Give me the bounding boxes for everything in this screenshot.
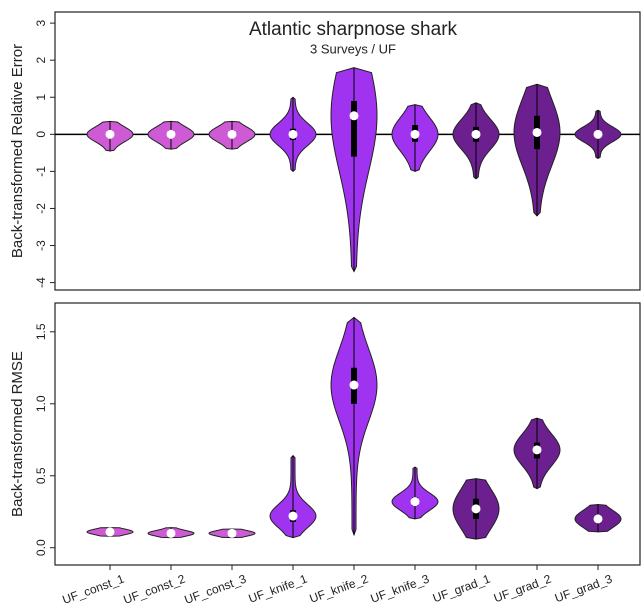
- x-tick-label: UF_grad_3: [553, 572, 615, 606]
- y-tick-label: 0.5: [34, 467, 48, 484]
- x-tick-label: UF_grad_1: [431, 572, 493, 606]
- y-tick-label: -4: [34, 277, 48, 288]
- y-tick-label: 1: [34, 94, 48, 101]
- chart-subtitle: 3 Surveys / UF: [310, 41, 396, 56]
- x-tick-label: UF_const_1: [61, 572, 127, 607]
- median-point: [105, 129, 115, 139]
- y-tick-label: 2: [34, 57, 48, 64]
- median-point: [105, 527, 115, 537]
- y-tick-label: 0: [34, 131, 48, 138]
- median-point: [166, 129, 176, 139]
- x-tick-label: UF_knife_3: [369, 572, 432, 606]
- x-tick-label: UF_knife_1: [247, 572, 310, 606]
- y-tick-label: 3: [34, 19, 48, 26]
- x-tick-label: UF_const_2: [122, 572, 188, 607]
- median-point: [471, 504, 481, 514]
- median-point: [349, 380, 359, 390]
- iqr-box: [351, 100, 357, 157]
- y-tick-label: 1.0: [34, 395, 48, 412]
- y-tick-label: -1: [34, 166, 48, 177]
- median-point: [410, 497, 420, 507]
- y-tick-label: -2: [34, 203, 48, 214]
- x-tick-label: UF_const_3: [183, 572, 249, 607]
- median-point: [410, 129, 420, 139]
- x-tick-label: UF_grad_2: [492, 572, 554, 606]
- x-tick-label: UF_knife_2: [308, 572, 371, 606]
- median-point: [532, 127, 542, 137]
- median-point: [227, 129, 237, 139]
- median-point: [593, 129, 603, 139]
- chart-title: Atlantic sharpnose shark: [249, 19, 458, 40]
- y-tick-label: 0.0: [34, 539, 48, 556]
- median-point: [593, 514, 603, 524]
- median-point: [349, 111, 359, 121]
- y-axis-title: Back-transformed Relative Error: [9, 44, 26, 258]
- median-point: [288, 511, 298, 521]
- y-tick-label: -3: [34, 240, 48, 251]
- y-axis-title: Back-transformed RMSE: [9, 351, 26, 517]
- median-point: [532, 445, 542, 455]
- median-point: [471, 129, 481, 139]
- median-point: [227, 528, 237, 538]
- median-point: [288, 129, 298, 139]
- panel-frame: [54, 11, 641, 291]
- y-tick-label: 1.5: [34, 323, 48, 340]
- median-point: [166, 528, 176, 538]
- panel-frame: [54, 302, 641, 566]
